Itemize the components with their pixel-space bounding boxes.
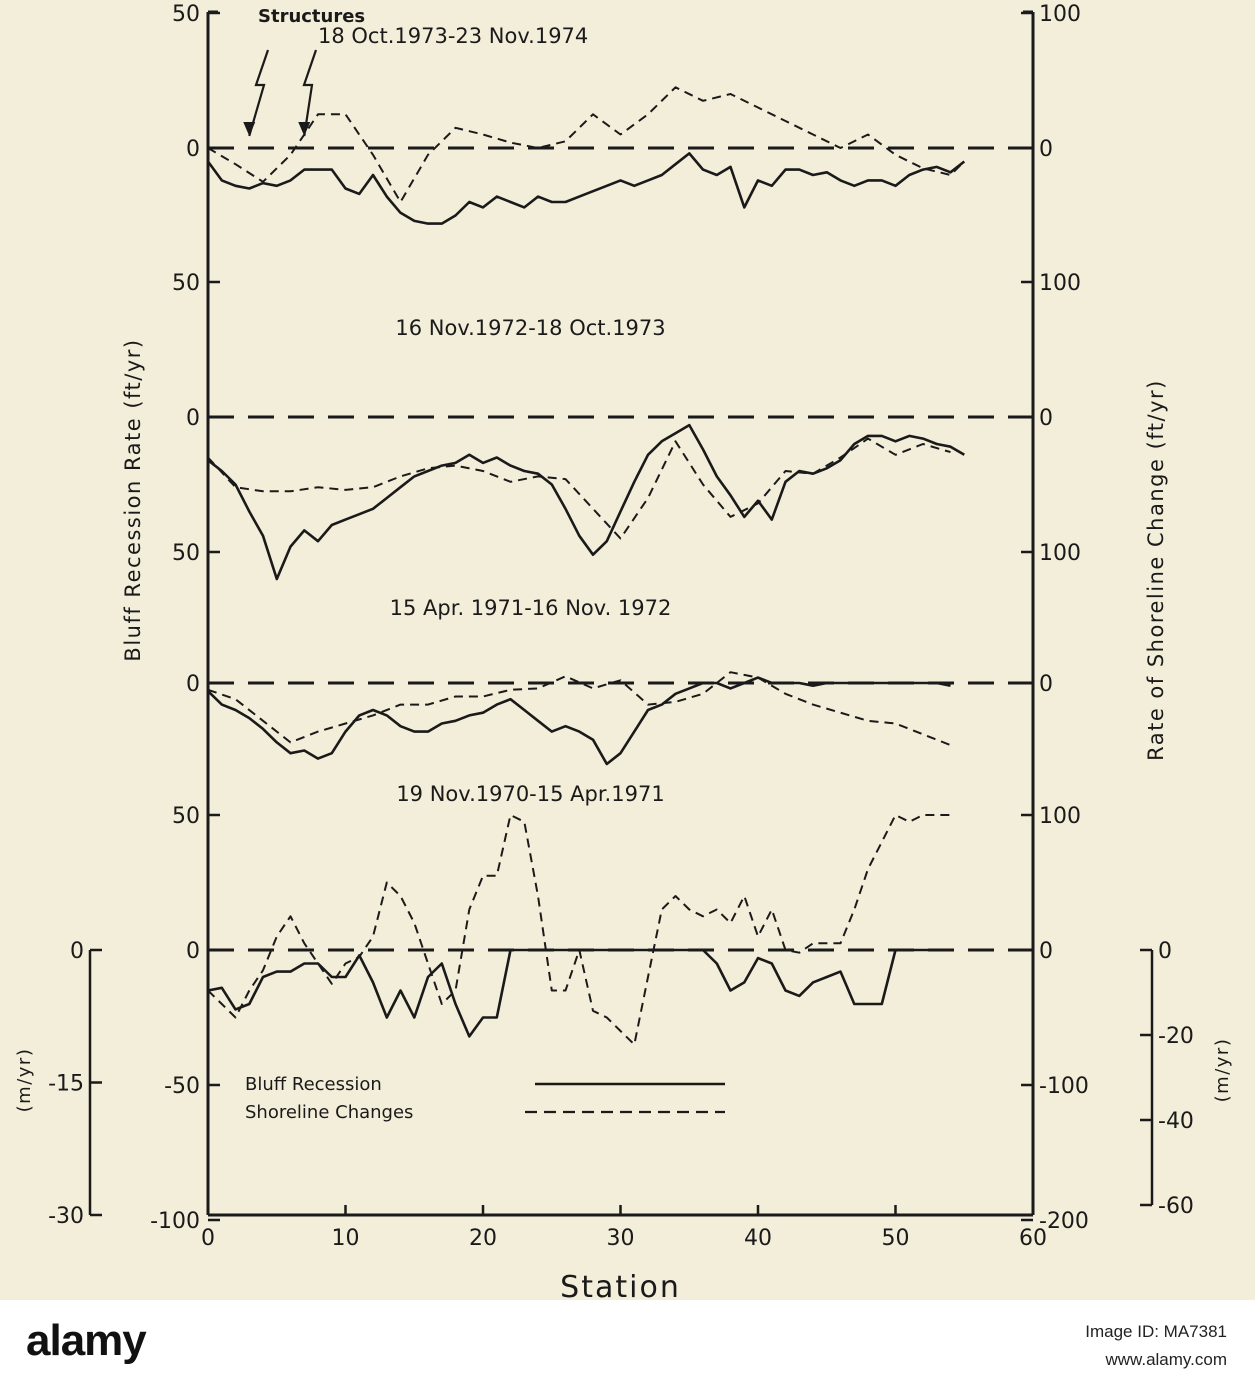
metric-left-tick-label: -15: [48, 1072, 84, 1097]
left-tick-label: 0: [186, 672, 200, 697]
bluff-recession-line: [207, 676, 951, 766]
brand-logo: alamy: [26, 1316, 147, 1365]
x-axis-title: Station: [560, 1270, 681, 1300]
shoreline-change-line: [207, 814, 951, 1046]
metric-left-tick-label: -30: [48, 1204, 84, 1229]
left-tick-label: -100: [150, 1209, 200, 1234]
metric-right-tick-label: -40: [1158, 1109, 1194, 1134]
bluff-recession-line: [207, 948, 951, 1038]
left-tick-label: 50: [172, 271, 200, 296]
structure-arrowhead: [298, 122, 311, 136]
right-tick-label: -100: [1039, 1074, 1089, 1099]
right-tick-label: 100: [1039, 2, 1081, 27]
metric-right-tick-label: -20: [1158, 1024, 1194, 1049]
metric-right-tick-label: -60: [1158, 1194, 1194, 1219]
x-tick-label: 10: [332, 1226, 360, 1251]
right-tick-label: -200: [1039, 1209, 1089, 1234]
right-tick-label: 0: [1039, 406, 1053, 431]
left-tick-label: 50: [172, 2, 200, 27]
right-tick-label: 0: [1039, 137, 1053, 162]
shoreline-change-line: [207, 437, 951, 540]
metric-right-tick-label: 0: [1158, 939, 1172, 964]
structure-arrow: [302, 49, 318, 137]
panel-period-label: 15 Apr. 1971-16 Nov. 1972: [390, 596, 672, 620]
right-tick-label: 100: [1039, 804, 1081, 829]
x-tick-label: 30: [607, 1226, 635, 1251]
metric-right-title: (m/yr): [1212, 1038, 1233, 1103]
bluff-recession-line: [206, 152, 966, 225]
chart-figure: 0 10 20 30 40 50 60 Station 50 0 50 0 50 0 50 0 -50 -100 1…: [14, 2, 1233, 1300]
left-axis-title: Bluff Recession Rate (ft/yr): [121, 338, 145, 661]
structures-label: Structures: [258, 6, 365, 27]
metric-left-tick-label: 0: [70, 939, 84, 964]
shoreline-change-line: [207, 86, 965, 203]
legend-bluff-label: Bluff Recession: [245, 1074, 382, 1095]
metric-left-title: (m/yr): [14, 1048, 35, 1113]
left-tick-label: 50: [172, 541, 200, 566]
panel-period-label: 19 Nov.1970-15 Apr.1971: [396, 782, 664, 806]
x-tick-label: 0: [201, 1226, 215, 1251]
panel-period-label: 16 Nov.1972-18 Oct.1973: [395, 316, 665, 340]
image-id-text: Image ID: MA7381: [1085, 1322, 1227, 1341]
x-tick-label: 20: [469, 1226, 497, 1251]
watermark-footer: alamy Image ID: MA7381 www.alamy.com: [0, 1300, 1255, 1390]
right-tick-label: 0: [1039, 939, 1053, 964]
left-tick-label: 0: [186, 939, 200, 964]
structure-arrow: [248, 49, 270, 137]
chart-svg: 0 10 20 30 40 50 60 Station 50 0 50 0 50 0 50 0 -50 -100 1…: [14, 2, 1233, 1300]
left-tick-label: 0: [186, 137, 200, 162]
bluff-recession-line: [207, 423, 965, 581]
x-tick-label: 60: [1019, 1226, 1047, 1251]
panel-period-label: 18 Oct.1973-23 Nov.1974: [318, 24, 588, 48]
right-tick-label: 0: [1039, 672, 1053, 697]
site-url-text: www.alamy.com: [1105, 1350, 1227, 1369]
x-tick-label: 40: [744, 1226, 772, 1251]
right-tick-label: 100: [1039, 541, 1081, 566]
left-tick-label: -50: [164, 1074, 200, 1099]
shoreline-change-line: [207, 671, 951, 747]
left-tick-label: 50: [172, 804, 200, 829]
x-tick-label: 50: [882, 1226, 910, 1251]
right-axis-title: Rate of Shoreline Change (ft/yr): [1144, 379, 1168, 761]
left-tick-label: 0: [186, 406, 200, 431]
legend-shoreline-label: Shoreline Changes: [245, 1102, 413, 1123]
structure-arrowhead: [243, 122, 256, 136]
right-tick-label: 100: [1039, 271, 1081, 296]
